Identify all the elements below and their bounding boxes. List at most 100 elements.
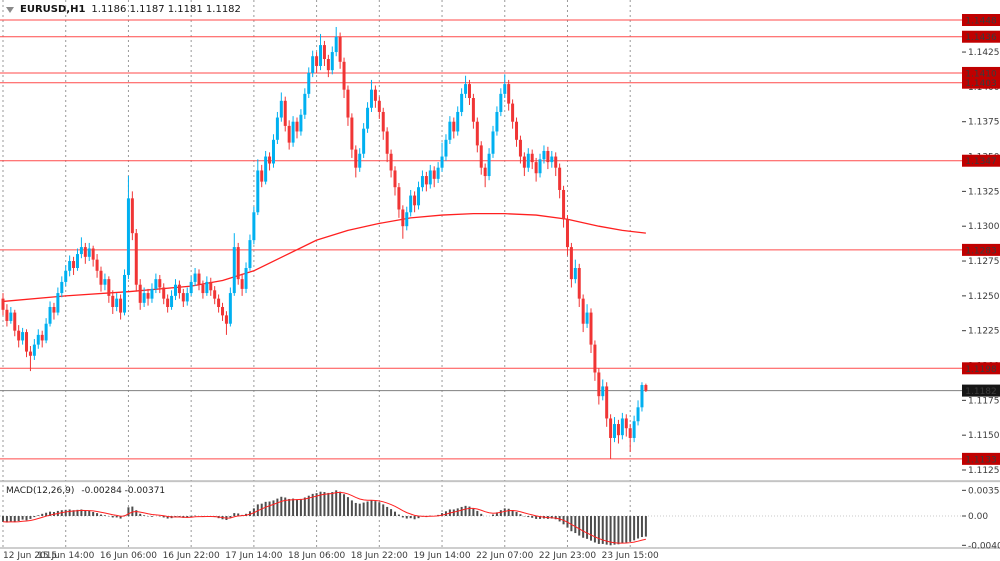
candle[interactable] <box>9 312 13 321</box>
candle[interactable] <box>236 247 240 280</box>
candle[interactable] <box>377 100 381 112</box>
candle[interactable] <box>232 247 236 294</box>
candle[interactable] <box>48 307 52 324</box>
candle[interactable] <box>330 52 334 71</box>
candle[interactable] <box>444 139 448 157</box>
price-axis[interactable]: 1.14251.14001.13751.13501.13251.13001.12… <box>962 48 1000 476</box>
candle[interactable] <box>432 170 436 179</box>
candle[interactable] <box>534 162 538 174</box>
candle[interactable] <box>75 254 79 268</box>
candle[interactable] <box>79 247 83 255</box>
candle[interactable] <box>138 284 142 303</box>
candle[interactable] <box>616 424 620 436</box>
candle[interactable] <box>362 128 366 154</box>
candle[interactable] <box>420 176 424 188</box>
candle[interactable] <box>268 156 272 164</box>
candle[interactable] <box>413 195 417 206</box>
candle[interactable] <box>299 114 303 132</box>
candle[interactable] <box>577 267 581 299</box>
candle[interactable] <box>322 45 326 60</box>
candle[interactable] <box>409 195 413 213</box>
candle[interactable] <box>585 312 589 324</box>
candle[interactable] <box>456 111 460 132</box>
candle[interactable] <box>397 187 401 210</box>
candle[interactable] <box>644 385 648 391</box>
candle[interactable] <box>550 156 554 163</box>
candle[interactable] <box>369 89 373 108</box>
candle[interactable] <box>319 45 323 66</box>
candle[interactable] <box>487 153 491 177</box>
candle[interactable] <box>628 428 632 438</box>
candle[interactable] <box>213 290 217 299</box>
candle[interactable] <box>173 284 177 296</box>
candle[interactable] <box>283 100 287 126</box>
candle[interactable] <box>405 212 409 227</box>
candle[interactable] <box>279 100 283 118</box>
candle[interactable] <box>252 212 256 241</box>
candle[interactable] <box>342 61 346 90</box>
candle[interactable] <box>613 424 617 438</box>
candle[interactable] <box>115 298 119 308</box>
moving-average-line[interactable] <box>2 213 646 303</box>
candle[interactable] <box>636 407 640 422</box>
candle[interactable] <box>162 287 166 299</box>
candle[interactable] <box>244 267 248 289</box>
candle[interactable] <box>542 150 546 160</box>
candle[interactable] <box>123 274 127 313</box>
candle[interactable] <box>185 293 189 302</box>
candle[interactable] <box>530 153 534 163</box>
candle[interactable] <box>334 36 338 53</box>
candle[interactable] <box>428 170 432 185</box>
candle[interactable] <box>346 89 350 118</box>
candle[interactable] <box>205 281 209 294</box>
candle[interactable] <box>593 344 597 373</box>
candle[interactable] <box>40 334 44 341</box>
candle[interactable] <box>60 281 64 294</box>
candle[interactable] <box>52 307 56 313</box>
candle[interactable] <box>558 167 562 190</box>
candle[interactable] <box>275 117 279 140</box>
candle[interactable] <box>154 279 158 289</box>
candle[interactable] <box>107 279 111 296</box>
candle[interactable] <box>609 418 613 438</box>
candle[interactable] <box>624 418 628 429</box>
candle[interactable] <box>95 259 99 271</box>
candle[interactable] <box>64 270 68 282</box>
candles[interactable] <box>1 26 648 459</box>
candle[interactable] <box>209 281 213 291</box>
candle[interactable] <box>221 307 225 316</box>
candle[interactable] <box>452 121 456 132</box>
candle[interactable] <box>448 121 452 140</box>
candle[interactable] <box>307 72 311 94</box>
candle[interactable] <box>354 149 358 168</box>
candle[interactable] <box>640 385 644 408</box>
candle[interactable] <box>99 270 103 285</box>
candle[interactable] <box>620 418 624 436</box>
candle[interactable] <box>119 298 123 313</box>
candle[interactable] <box>36 334 40 345</box>
candle[interactable] <box>28 351 32 356</box>
candle[interactable] <box>315 56 319 66</box>
candle[interactable] <box>181 293 185 302</box>
candle[interactable] <box>385 131 389 154</box>
candle[interactable] <box>248 240 252 268</box>
candle[interactable] <box>150 288 154 299</box>
candle[interactable] <box>56 293 60 313</box>
candle[interactable] <box>170 295 174 308</box>
candle[interactable] <box>393 170 397 188</box>
candle[interactable] <box>389 153 393 171</box>
macd-axis[interactable]: 0.00354 0.00 -0.00404 <box>962 486 1000 551</box>
candle[interactable] <box>507 84 511 104</box>
candle[interactable] <box>21 332 25 341</box>
candle[interactable] <box>538 159 542 174</box>
candle[interactable] <box>499 93 503 112</box>
candle[interactable] <box>32 344 36 356</box>
candle[interactable] <box>264 156 268 182</box>
candle[interactable] <box>511 103 515 122</box>
candle[interactable] <box>1 298 5 310</box>
candle[interactable] <box>189 281 193 294</box>
macd-pane[interactable] <box>0 490 962 546</box>
candle[interactable] <box>91 248 95 260</box>
